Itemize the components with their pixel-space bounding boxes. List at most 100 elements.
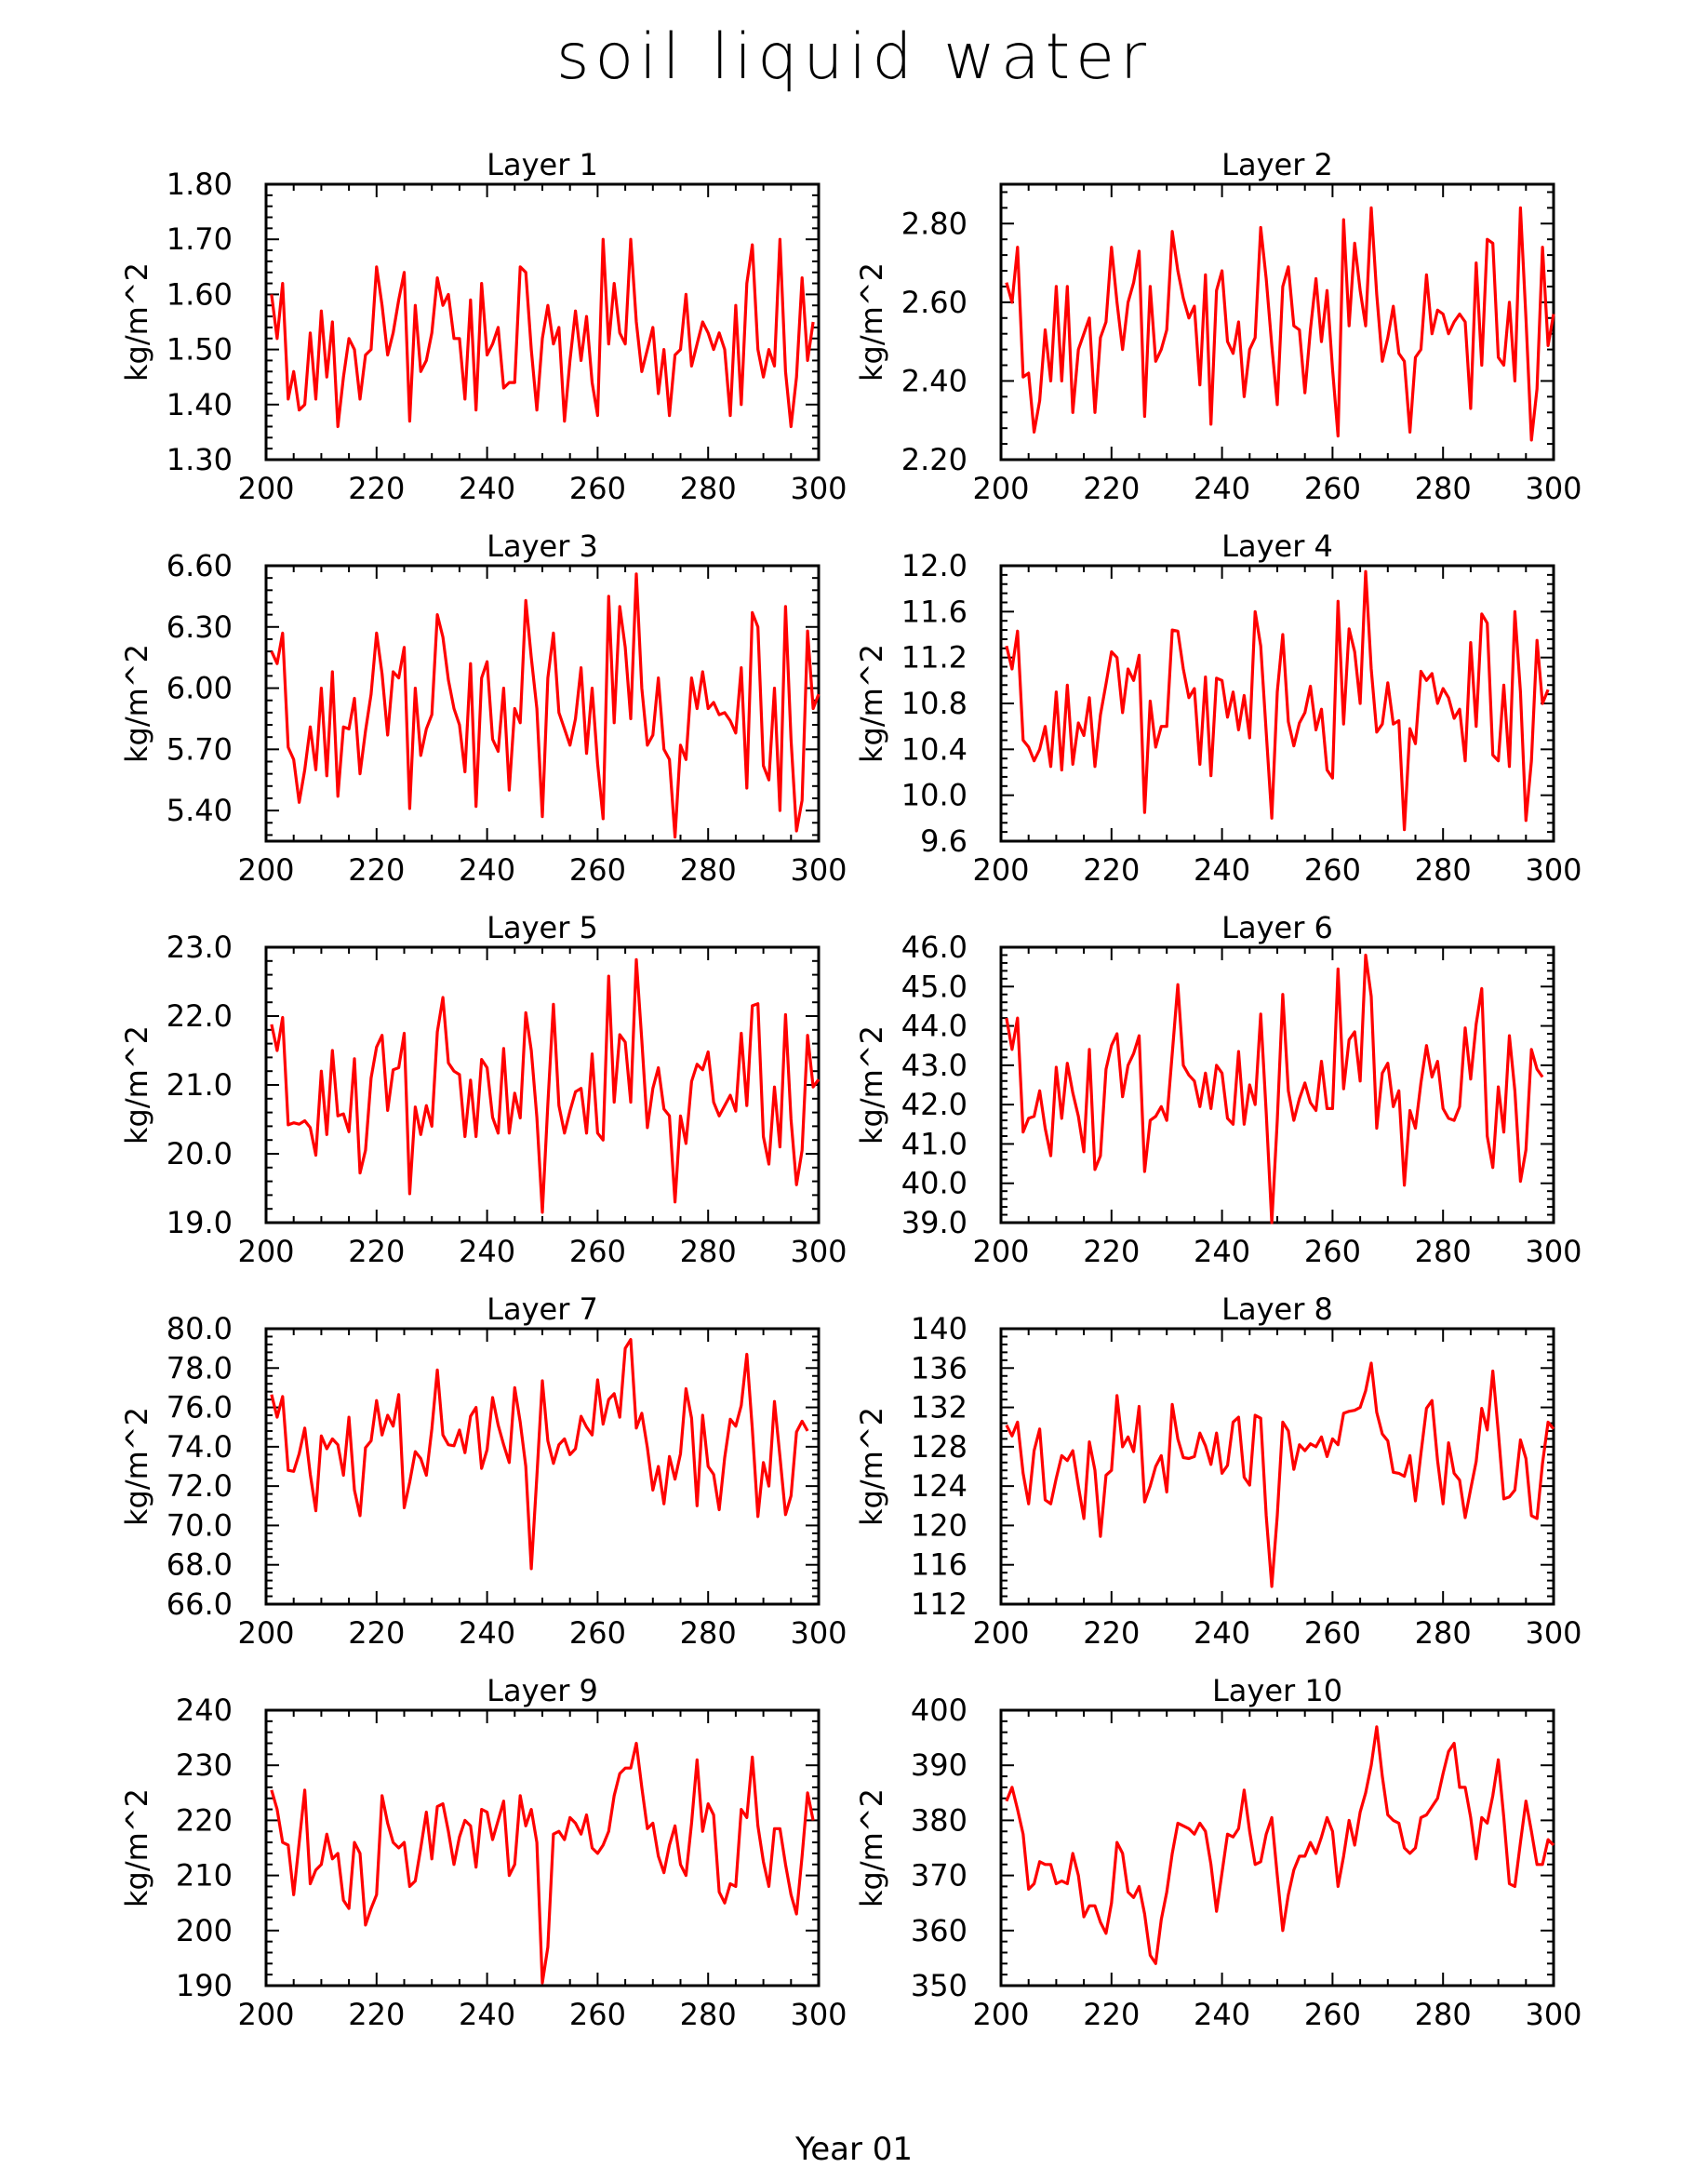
x-tick-label: 200 [972,852,1029,888]
x-tick-label: 240 [1194,1997,1250,2032]
x-tick-label: 260 [569,1615,626,1651]
y-tick-label: 10.0 [901,778,967,813]
y-tick-label: 19.0 [167,1205,233,1240]
x-tick-label: 280 [680,1234,737,1269]
x-tick-label: 260 [1304,1234,1361,1269]
x-tick-label: 220 [1083,1615,1140,1651]
x-tick-label: 260 [1304,852,1361,888]
plot-frame [264,1708,821,1987]
x-tick-label: 220 [348,1997,405,2032]
x-tick-label: 240 [1194,471,1250,506]
x-tick-label: 240 [1194,852,1250,888]
y-tick-label: 140 [911,1311,967,1346]
x-tick-label: 220 [1083,471,1140,506]
x-tick-label: 280 [1415,852,1472,888]
y-tick-label: 80.0 [167,1311,233,1346]
x-tick-label: 200 [237,1615,294,1651]
series-line [1005,206,1555,442]
y-tick-label: 5.70 [167,731,233,767]
y-tick-label: 45.0 [901,969,967,1004]
chart-title: Layer 10 [1212,1673,1342,1708]
y-tick-label: 1.50 [167,332,233,368]
chart-title: Layer 1 [487,147,598,182]
chart-title: Layer 7 [487,1291,598,1327]
y-tick-label: 11.6 [901,594,967,629]
y-tick-label: 240 [176,1693,233,1728]
y-tick-label: 40.0 [901,1166,967,1201]
series-line [1005,1361,1555,1588]
y-tick-label: 120 [911,1507,967,1543]
y-tick-label: 116 [911,1547,967,1583]
x-tick-label: 240 [459,1615,515,1651]
y-axis-label: kg/m^2 [119,1025,154,1144]
y-tick-label: 2.60 [901,285,967,320]
y-tick-label: 230 [176,1747,233,1783]
y-tick-label: 22.0 [167,998,233,1034]
x-tick-label: 200 [972,1234,1029,1269]
y-axis-label: kg/m^2 [119,1788,154,1907]
series-line [270,572,821,839]
y-tick-label: 78.0 [167,1350,233,1385]
plot-frame [999,945,1555,1225]
chart-title: Layer 3 [487,529,598,564]
y-tick-label: 42.0 [901,1087,967,1122]
x-tick-label: 260 [569,1234,626,1269]
y-tick-label: 350 [911,1968,967,2003]
x-tick-label: 200 [237,471,294,506]
x-tick-label: 260 [1304,1997,1361,2032]
y-tick-label: 132 [911,1390,967,1425]
series-line [270,957,821,1214]
x-tick-label: 280 [680,852,737,888]
series-line [270,1337,809,1571]
chart-title: Layer 2 [1221,147,1333,182]
y-axis-label: kg/m^2 [119,644,154,763]
y-tick-label: 66.0 [167,1586,233,1622]
y-tick-label: 11.2 [901,640,967,676]
x-tick-label: 300 [790,471,847,506]
y-tick-label: 12.0 [901,548,967,583]
plot-frame [999,1708,1555,1987]
y-tick-label: 1.40 [167,387,233,422]
y-tick-label: 1.30 [167,442,233,477]
y-tick-label: 128 [911,1429,967,1465]
x-tick-label: 240 [459,1997,515,2032]
chart-panel-4: Layer 4 kg/m^2 200 220 240 260 280 300 9.6 10.0 10… [854,529,1582,888]
chart-panel-1: Layer 1 kg/m^2 200 220 240 260 280 300 1.30 1.40 1… [119,147,847,506]
y-tick-label: 1.80 [167,167,233,202]
x-tick-label: 200 [972,471,1029,506]
y-axis-label: kg/m^2 [854,1025,889,1144]
y-tick-label: 23.0 [167,930,233,965]
x-tick-label: 260 [569,471,626,506]
page-title: soil liquid water [556,20,1152,94]
x-tick-label: 220 [1083,852,1140,888]
x-tick-label: 240 [1194,1615,1250,1651]
x-tick-label: 280 [680,1997,737,2032]
chart-title: Layer 5 [487,910,598,945]
y-tick-label: 200 [176,1913,233,1948]
y-tick-label: 5.40 [167,793,233,828]
y-tick-label: 74.0 [167,1429,233,1465]
x-tick-label: 280 [1415,1234,1472,1269]
x-tick-label: 220 [348,471,405,506]
y-tick-label: 6.60 [167,548,233,583]
y-tick-label: 68.0 [167,1547,233,1583]
x-tick-label: 200 [237,852,294,888]
x-tick-label: 220 [348,1615,405,1651]
x-tick-label: 300 [1525,852,1581,888]
plot-frame [264,945,821,1225]
chart-panel-7: Layer 7 kg/m^2 200 220 240 260 280 300 66.068.0 7… [119,1291,847,1651]
series-line [270,237,815,429]
y-tick-label: 190 [176,1968,233,2003]
chart-panel-3: Layer 3 kg/m^2 200 220 240 260 280 300 5.40 5.70 6… [119,529,847,888]
x-tick-label: 300 [790,852,847,888]
y-tick-label: 76.0 [167,1390,233,1425]
y-tick-label: 39.0 [901,1205,967,1240]
chart-panel-6: Layer 6 kg/m^2 200 220 240 260 280 300 39.0 40.0 4… [854,910,1582,1269]
x-tick-label: 240 [459,1234,515,1269]
chart-title: Layer 6 [1221,910,1333,945]
chart-panel-5: Layer 5 kg/m^2 200 220 240 260 280 300 19.0 20.0 2… [119,910,847,1269]
y-tick-label: 370 [911,1858,967,1894]
